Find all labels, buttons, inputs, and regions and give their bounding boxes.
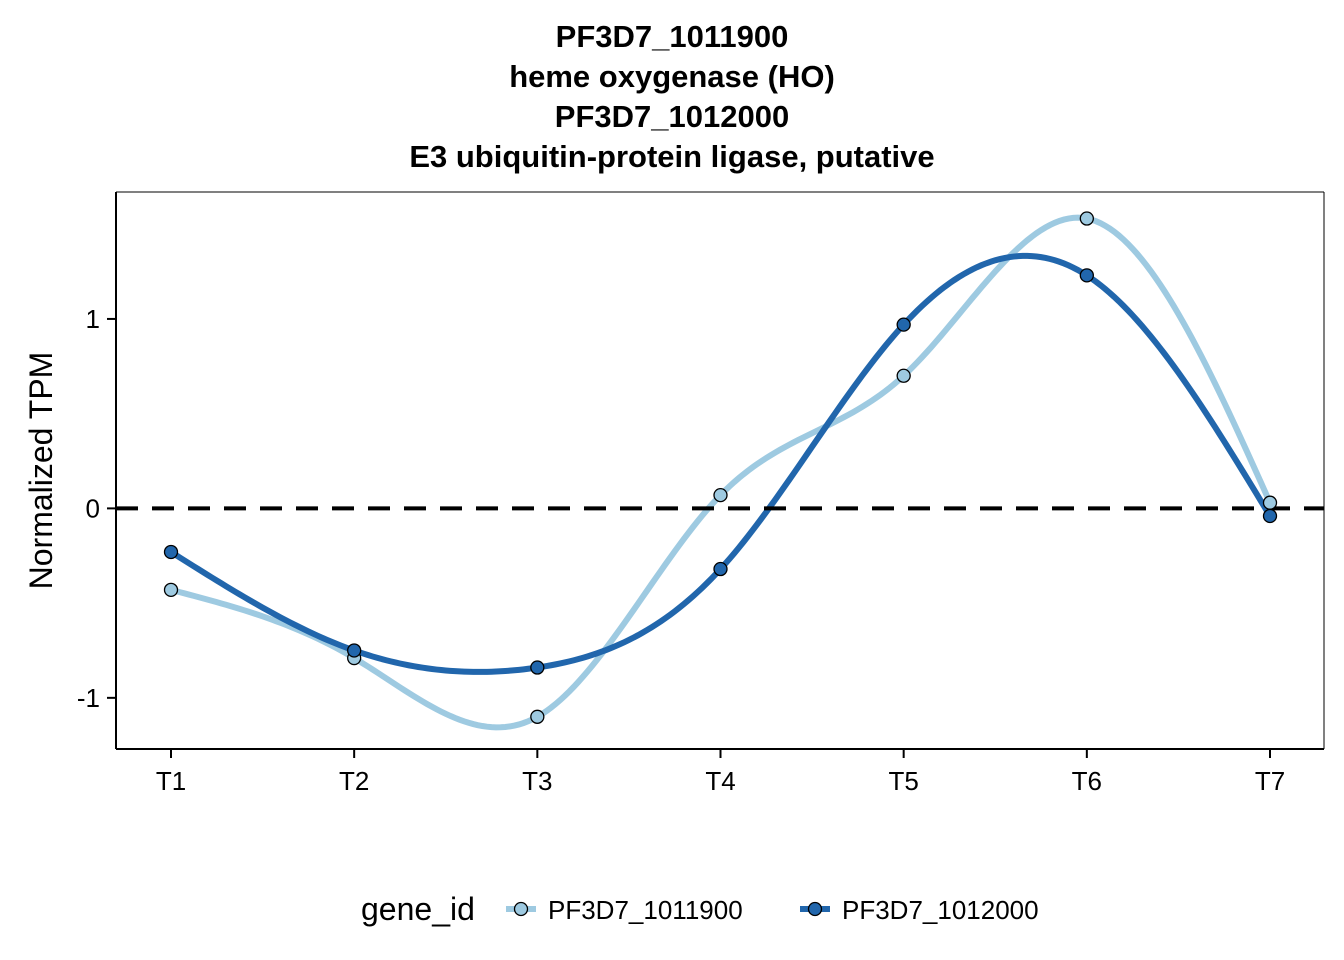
data-points <box>163 211 1278 724</box>
x-tick-label-T7: T7 <box>1255 766 1285 796</box>
legend-key-point-1 <box>807 901 823 917</box>
y-axis-label: Normalized TPM <box>23 352 59 590</box>
smooth-curves <box>169 214 1273 731</box>
legend-label-1: PF3D7_1012000 <box>842 895 1039 925</box>
legend-key-point-0 <box>513 901 529 917</box>
series-curve-1 <box>169 252 1273 675</box>
data-point-s0-T1 <box>163 582 179 598</box>
axes: -1 0 1 T1 T2 T3 T4 T5 T6 T7 <box>77 191 1325 796</box>
data-point-s0-T4 <box>713 487 728 503</box>
data-point-s0-T6 <box>1079 211 1094 226</box>
chart-title-line-4: E3 ubiquitin-protein ligase, putative <box>409 139 935 174</box>
chart-title-line-2: heme oxygenase (HO) <box>509 59 835 94</box>
chart-title-line-1: PF3D7_1011900 <box>555 19 789 54</box>
x-tick-label-T4: T4 <box>705 766 735 796</box>
legend-label-0: PF3D7_1011900 <box>548 895 743 925</box>
data-point-s1-T6 <box>1079 268 1094 283</box>
y-tick-label: 1 <box>86 304 100 334</box>
y-tick-label: 0 <box>86 493 100 523</box>
x-tick-label-T2: T2 <box>339 766 369 796</box>
data-point-s1-T4 <box>713 561 728 577</box>
y-tick-label: -1 <box>77 683 100 713</box>
chart-title-line-3: PF3D7_1012000 <box>554 99 790 134</box>
x-tick-label-T3: T3 <box>522 766 552 796</box>
data-point-s0-T5 <box>896 368 911 383</box>
x-tick-label-T6: T6 <box>1072 766 1102 796</box>
data-point-s0-T3 <box>530 709 545 724</box>
data-point-s0-T7 <box>1262 495 1278 510</box>
legend: gene_id PF3D7_1011900 PF3D7_1012000 <box>361 891 1039 927</box>
data-point-s1-T7 <box>1262 508 1278 524</box>
data-point-s1-T1 <box>163 544 179 560</box>
x-tick-label-T5: T5 <box>888 766 918 796</box>
data-point-s1-T2 <box>347 643 362 658</box>
data-point-s1-T5 <box>896 317 911 332</box>
x-tick-label-T1: T1 <box>156 766 186 796</box>
data-point-s1-T3 <box>530 660 545 675</box>
legend-title: gene_id <box>361 891 475 927</box>
series-curve-0 <box>170 214 1273 731</box>
